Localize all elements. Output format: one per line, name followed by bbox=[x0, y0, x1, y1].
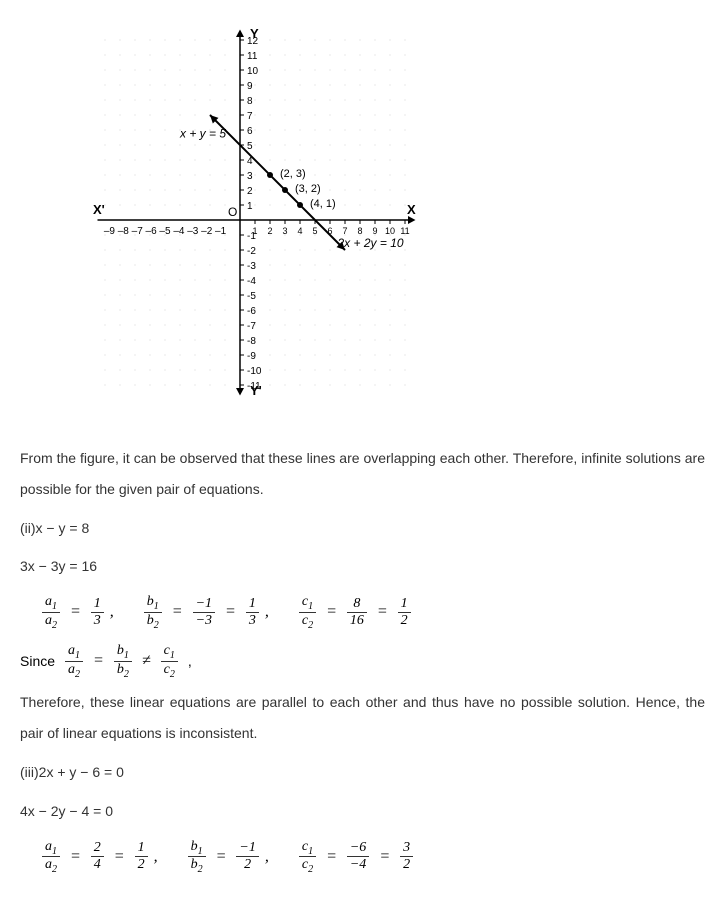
svg-text:5: 5 bbox=[247, 141, 253, 152]
svg-text:O: O bbox=[228, 205, 237, 219]
eq-iii-2: 4x − 2y − 4 = 0 bbox=[20, 796, 705, 827]
svg-text:-5: -5 bbox=[247, 291, 256, 302]
svg-text:2: 2 bbox=[247, 186, 253, 197]
svg-text:Y: Y bbox=[250, 26, 259, 41]
eq-ii-2: 3x − 3y = 16 bbox=[20, 551, 705, 582]
svg-text:-2: -2 bbox=[247, 246, 256, 257]
svg-text:–9 –8 –7 –6 –5 –4 –3 –2 –1: –9 –8 –7 –6 –5 –4 –3 –2 –1 bbox=[104, 226, 227, 237]
svg-text:(3, 2): (3, 2) bbox=[295, 183, 321, 195]
svg-text:X': X' bbox=[93, 202, 105, 217]
svg-text:3: 3 bbox=[247, 171, 253, 182]
eq-iii-1: (iii)2x + y − 6 = 0 bbox=[20, 757, 705, 788]
svg-text:X: X bbox=[407, 202, 416, 217]
svg-text:9: 9 bbox=[372, 226, 377, 236]
svg-text:8: 8 bbox=[247, 96, 253, 107]
svg-text:-4: -4 bbox=[247, 276, 256, 287]
svg-text:2: 2 bbox=[267, 226, 272, 236]
svg-text:(4, 1): (4, 1) bbox=[310, 198, 336, 210]
svg-text:11: 11 bbox=[400, 226, 409, 236]
chart-svg: 121110987654321-1-2-3-4-5-6-7-8-9-10-11–… bbox=[50, 20, 430, 420]
svg-text:8: 8 bbox=[357, 226, 362, 236]
svg-text:-7: -7 bbox=[247, 321, 256, 332]
svg-text:10: 10 bbox=[385, 226, 395, 236]
since-row: Since a1a2 = b1b2 ≠ c1c2 , bbox=[20, 643, 705, 680]
svg-text:-10: -10 bbox=[247, 366, 262, 377]
ratio-row-3: a1a2 = 24 = 12 , b1b2 = −12 , c1c2 = −6−… bbox=[40, 839, 705, 876]
svg-text:x + y = 5: x + y = 5 bbox=[179, 127, 226, 141]
svg-text:4: 4 bbox=[297, 226, 302, 236]
svg-text:7: 7 bbox=[247, 111, 253, 122]
svg-text:9: 9 bbox=[247, 81, 253, 92]
svg-text:10: 10 bbox=[247, 66, 259, 77]
coordinate-chart: 121110987654321-1-2-3-4-5-6-7-8-9-10-11–… bbox=[50, 20, 430, 423]
svg-text:-9: -9 bbox=[247, 351, 256, 362]
svg-text:11: 11 bbox=[247, 51, 258, 62]
svg-text:1: 1 bbox=[247, 201, 253, 212]
svg-text:(2, 3): (2, 3) bbox=[280, 168, 306, 180]
svg-text:Y': Y' bbox=[250, 383, 262, 398]
ratio-row-1: a1a2 = 13 , b1b2 = −1−3 = 13 , c1c2 = 81… bbox=[40, 594, 705, 631]
svg-text:-3: -3 bbox=[247, 261, 256, 272]
svg-text:2x + 2y = 10: 2x + 2y = 10 bbox=[337, 236, 404, 250]
svg-text:-6: -6 bbox=[247, 306, 256, 317]
svg-text:7: 7 bbox=[342, 226, 347, 236]
paragraph-observation: From the figure, it can be observed that… bbox=[20, 443, 705, 505]
svg-text:5: 5 bbox=[312, 226, 317, 236]
svg-text:3: 3 bbox=[282, 226, 287, 236]
svg-text:1: 1 bbox=[252, 226, 257, 236]
eq-ii-1: (ii)x − y = 8 bbox=[20, 513, 705, 544]
svg-text:-8: -8 bbox=[247, 336, 256, 347]
paragraph-inconsistent: Therefore, these linear equations are pa… bbox=[20, 687, 705, 749]
svg-text:6: 6 bbox=[247, 126, 253, 137]
